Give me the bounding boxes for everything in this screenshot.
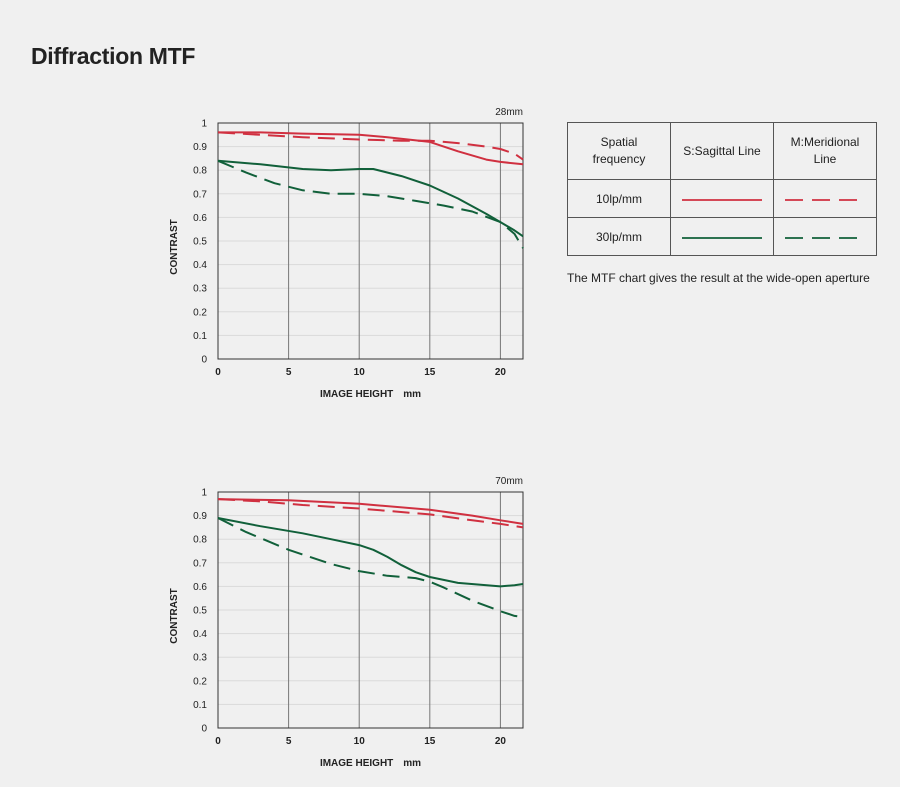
- chart-title: 70mm: [495, 476, 523, 487]
- legend-row: 30lp/mm: [567, 217, 877, 256]
- y-tick-label: 0.6: [193, 213, 207, 224]
- mtf-chart-28mm: 00.10.20.30.40.50.60.70.80.910 5 10 15 2028m…: [169, 107, 524, 400]
- legend-note: The MTF chart gives the result at the wi…: [567, 271, 870, 285]
- legend-swatch-meridional: [773, 179, 877, 218]
- y-tick-label: 0.4: [193, 260, 207, 271]
- y-tick-label: 0.4: [193, 629, 207, 640]
- y-tick-label: 0.7: [193, 558, 207, 569]
- x-axis-label: IMAGE HEIGHT mm: [320, 389, 421, 400]
- series-line: [217, 517, 524, 619]
- series-line: [217, 159, 524, 249]
- x-tick-label: 15: [424, 736, 436, 747]
- y-tick-label: 0.6: [193, 582, 207, 593]
- legend-swatch-meridional: [773, 217, 877, 256]
- y-tick-label: 0.3: [193, 284, 207, 295]
- plot-frame: [217, 491, 524, 729]
- y-tick-label: 0.1: [193, 331, 207, 342]
- legend-table: Spatial frequency S:Sagittal Line M:Merid…: [567, 122, 877, 256]
- y-tick-label: 0.1: [193, 700, 207, 711]
- x-tick-label: 20: [495, 367, 507, 378]
- x-tick-label: 5: [286, 367, 292, 378]
- legend-header-sagittal: S:Sagittal Line: [670, 122, 774, 180]
- y-tick-label: 0.3: [193, 653, 207, 664]
- series-line: [217, 517, 524, 588]
- y-tick-label: 0: [201, 355, 207, 366]
- series-line: [218, 131, 524, 166]
- y-tick-label: 0.7: [193, 189, 207, 200]
- series-line: [217, 498, 524, 529]
- legend-row: 10lp/mm: [567, 179, 877, 218]
- y-tick-label: 0: [201, 724, 207, 735]
- legend-header-meridional: M:Meridional Line: [773, 122, 877, 180]
- x-tick-label: 5: [286, 736, 292, 747]
- y-tick-label: 0.8: [193, 535, 207, 546]
- y-tick-label: 0.5: [193, 606, 207, 617]
- y-axis-label: CONTRAST: [169, 219, 180, 275]
- x-tick-label: 10: [354, 367, 366, 378]
- y-tick-label: 0.9: [193, 511, 207, 522]
- page-title: Diffraction MTF: [31, 43, 196, 69]
- y-tick-label: 1: [201, 488, 207, 499]
- x-tick-label: 20: [495, 736, 507, 747]
- series-line: [217, 131, 524, 161]
- legend-header-row: Spatial frequency S:Sagittal Line M:Merid…: [567, 122, 877, 180]
- x-tick-label: 15: [424, 367, 436, 378]
- plot-frame: [217, 122, 524, 360]
- legend-header-frequency: Spatial frequency: [567, 122, 671, 180]
- y-tick-label: 0.2: [193, 307, 207, 318]
- legend-swatch-sagittal: [670, 217, 774, 256]
- series-line: [217, 498, 524, 525]
- mtf-chart-70mm: 00.10.20.30.40.50.60.70.80.910 5 10 15 2070m…: [169, 476, 524, 769]
- chart-title: 28mm: [495, 107, 523, 118]
- y-tick-label: 0.5: [193, 237, 207, 248]
- y-tick-label: 0.2: [193, 676, 207, 687]
- y-axis-label: CONTRAST: [169, 588, 180, 644]
- x-tick-label: 0: [215, 736, 221, 747]
- x-tick-label: 0: [215, 367, 221, 378]
- legend-row-label: 10lp/mm: [567, 179, 671, 218]
- y-tick-label: 0.9: [193, 142, 207, 153]
- series-line: [217, 159, 524, 238]
- x-axis-label: IMAGE HEIGHT mm: [320, 758, 421, 769]
- y-tick-label: 1: [201, 119, 207, 130]
- x-tick-label: 10: [354, 736, 366, 747]
- y-tick-label: 0.8: [193, 166, 207, 177]
- legend-row-label: 30lp/mm: [567, 217, 671, 256]
- legend-swatch-sagittal: [670, 179, 774, 218]
